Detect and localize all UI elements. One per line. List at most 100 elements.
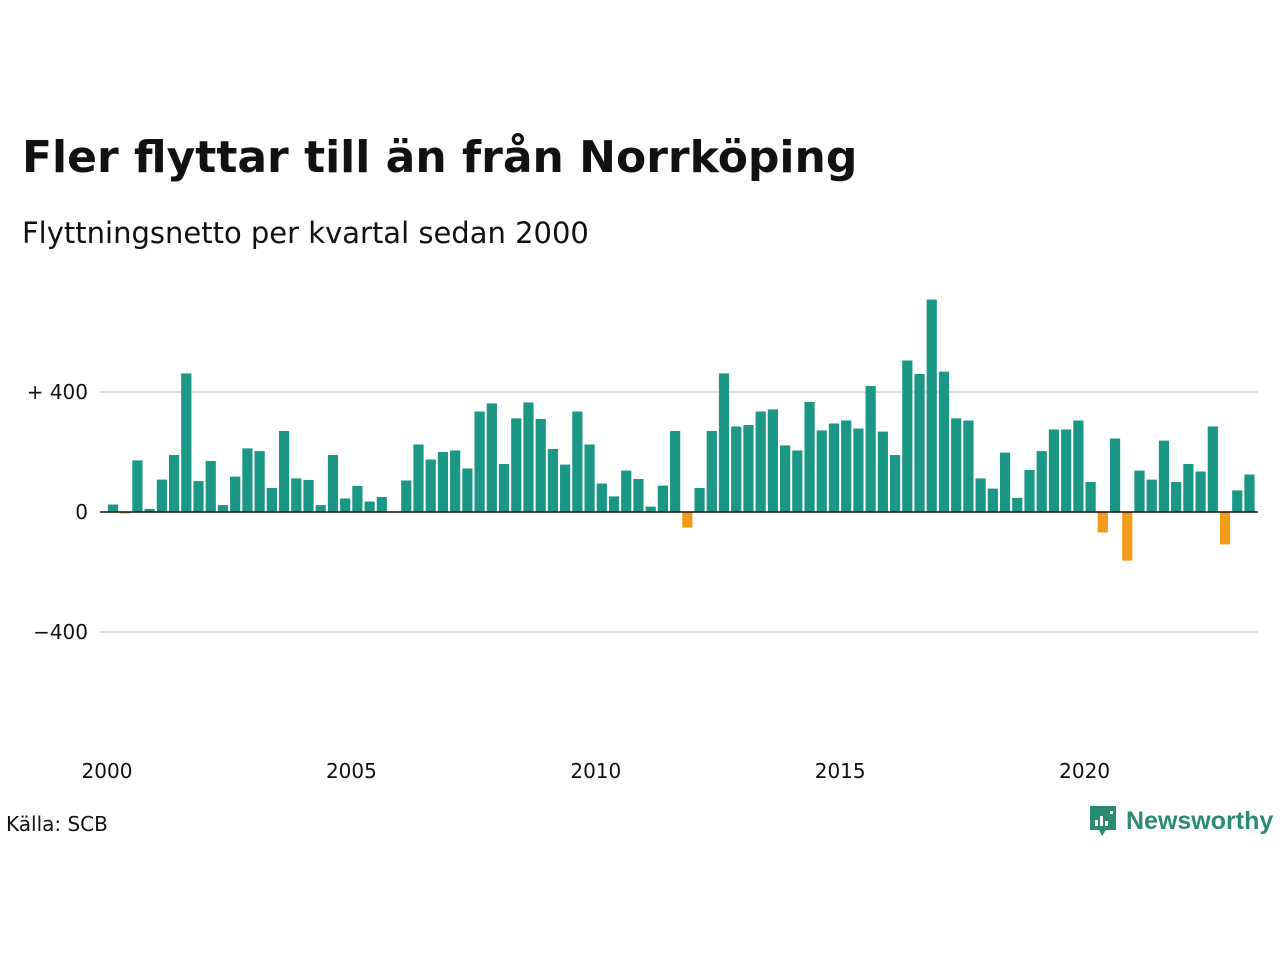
newsworthy-logo-icon: [1090, 806, 1116, 836]
bar-2020-q4: [1122, 512, 1133, 561]
bar-2021-q3: [1158, 440, 1170, 512]
bar-2004-q4: [340, 498, 351, 512]
bar-2003-q2: [266, 488, 277, 512]
bar-2007-q4: [486, 403, 497, 512]
bar-2017-q2: [951, 418, 962, 512]
y-tick-label: −400: [33, 620, 88, 644]
chart-subtitle: Flyttningsnetto per kvartal sedan 2000: [22, 216, 589, 250]
bar-2016-q3: [914, 374, 925, 512]
bar-2001-q3: [181, 373, 192, 512]
bar-2013-q2: [755, 411, 766, 512]
bar-2018-q3: [1012, 497, 1023, 512]
bar-2002-q2: [217, 505, 229, 512]
bar-2014-q2: [804, 401, 815, 512]
bar-2004-q3: [327, 455, 339, 512]
gridlines: [100, 391, 1258, 633]
bar-2009-q1: [547, 449, 559, 512]
bar-2013-q1: [743, 425, 754, 512]
bar-2004-q2: [315, 505, 326, 512]
bar-2002-q3: [230, 476, 241, 512]
bar-2017-q1: [938, 371, 950, 512]
bar-2009-q3: [572, 411, 583, 512]
bar-2000-q4: [144, 509, 155, 512]
bar-2021-q2: [1146, 479, 1157, 512]
bar-2002-q1: [205, 461, 216, 512]
bar-2008-q1: [498, 464, 510, 512]
bar-2017-q4: [975, 478, 986, 512]
axes: + 400 0 −400 2000 2005 2010 2015 2020: [27, 380, 1258, 783]
bar-2008-q4: [535, 419, 546, 512]
bar-2017-q3: [963, 420, 974, 512]
bar-2000-q3: [132, 460, 143, 512]
bar-2022-q1: [1183, 464, 1194, 512]
bar-2019-q1: [1036, 451, 1047, 512]
bar-2005-q3: [376, 497, 387, 512]
bar-2022-q4: [1219, 512, 1231, 545]
bar-2016-q1: [889, 455, 901, 512]
bar-2021-q1: [1134, 470, 1145, 512]
bar-2015-q3: [865, 386, 876, 512]
newsworthy-brand[interactable]: Newsworthy: [1088, 804, 1273, 838]
bar-2013-q4: [780, 445, 791, 512]
bar-2018-q4: [1024, 470, 1035, 512]
bar-2012-q1: [694, 488, 705, 512]
bar-2003-q1: [254, 451, 265, 512]
bar-2020-q1: [1085, 482, 1096, 512]
bar-2011-q1: [645, 506, 656, 512]
bar-2010-q1: [596, 483, 607, 512]
bar-2019-q2: [1048, 429, 1060, 512]
x-tick-label: 2015: [815, 759, 866, 783]
bar-2010-q3: [621, 470, 632, 512]
bar-2012-q4: [731, 426, 742, 512]
bar-2009-q4: [584, 444, 595, 512]
bar-2013-q3: [767, 409, 778, 512]
bar-2021-q4: [1171, 482, 1182, 512]
bar-2020-q2: [1097, 512, 1108, 533]
bar-2014-q1: [792, 450, 803, 512]
bar-2018-q1: [987, 488, 998, 512]
bar-2012-q2: [706, 431, 717, 512]
bar-2015-q1: [841, 420, 852, 512]
bar-2006-q4: [437, 452, 449, 512]
bar-2008-q2: [511, 418, 522, 512]
bars: [107, 299, 1255, 561]
bar-2011-q3: [670, 431, 681, 512]
bar-2020-q3: [1109, 438, 1121, 512]
bar-2001-q1: [156, 479, 167, 512]
bar-2005-q1: [352, 485, 363, 512]
bar-2003-q3: [278, 431, 290, 512]
bar-2002-q4: [242, 448, 253, 512]
bar-2019-q3: [1061, 429, 1072, 512]
bar-2001-q2: [169, 455, 180, 512]
bar-2014-q4: [828, 423, 840, 512]
x-tick-label: 2010: [570, 759, 621, 783]
bar-2007-q1: [450, 450, 461, 512]
bar-2014-q3: [816, 430, 827, 512]
bar-2008-q3: [523, 402, 534, 512]
bar-2001-q4: [193, 481, 204, 512]
bar-2006-q2: [413, 444, 424, 512]
y-tick-label: 0: [75, 500, 88, 524]
chart-title: Fler flyttar till än från Norrköping: [22, 132, 858, 183]
bar-2006-q3: [425, 459, 436, 512]
bar-2011-q2: [657, 485, 668, 512]
bar-2010-q4: [633, 479, 644, 512]
x-tick-label: 2005: [326, 759, 377, 783]
bar-2012-q3: [718, 373, 730, 512]
bar-2011-q4: [682, 512, 693, 528]
bar-2007-q2: [462, 468, 473, 512]
bar-2016-q4: [926, 299, 937, 512]
x-tick-label: 2000: [82, 759, 133, 783]
bar-2022-q3: [1207, 426, 1218, 512]
bar-2023-q1: [1232, 490, 1243, 512]
bar-2018-q2: [999, 452, 1011, 512]
bar-2019-q4: [1073, 420, 1084, 512]
bar-2003-q4: [291, 478, 302, 512]
y-tick-label: + 400: [27, 380, 88, 404]
bar-2007-q3: [474, 411, 485, 512]
bar-2023-q2: [1244, 474, 1255, 512]
bar-2015-q4: [877, 431, 888, 512]
bar-2006-q1: [401, 480, 412, 512]
bar-2005-q2: [364, 501, 375, 512]
